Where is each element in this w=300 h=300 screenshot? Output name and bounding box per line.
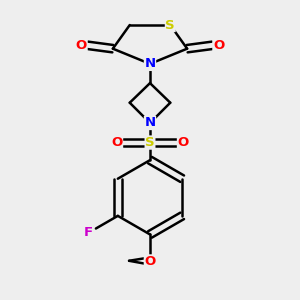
Text: O: O (178, 136, 189, 149)
Text: S: S (166, 19, 175, 32)
Text: F: F (84, 226, 93, 239)
Text: O: O (213, 39, 224, 52)
Text: N: N (144, 116, 156, 130)
Text: O: O (76, 39, 87, 52)
Text: S: S (145, 136, 155, 149)
Text: O: O (144, 255, 156, 268)
Text: O: O (111, 136, 122, 149)
Text: N: N (144, 57, 156, 70)
